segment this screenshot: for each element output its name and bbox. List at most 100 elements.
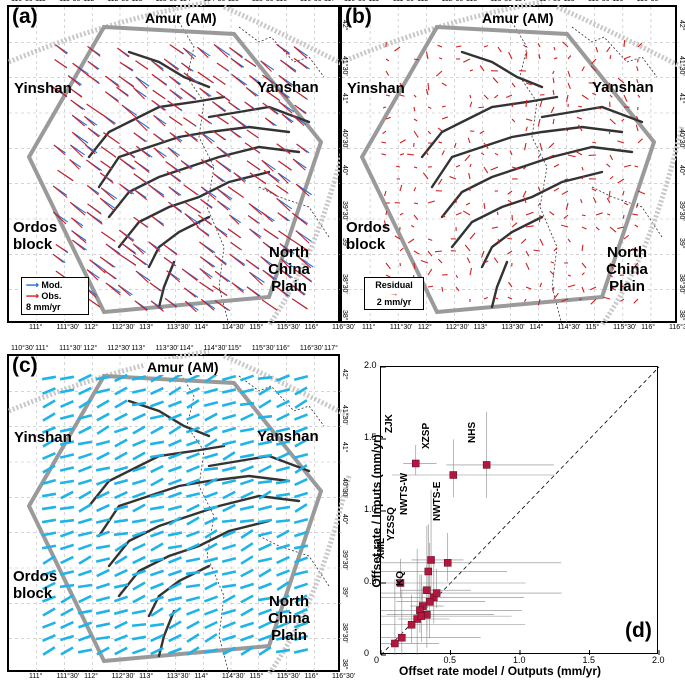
- residual-vector: [496, 211, 499, 216]
- strain-bar: [239, 634, 255, 642]
- residual-vector: [617, 77, 625, 84]
- map-tick-label: 114°: [194, 673, 209, 680]
- residual-vector: [595, 46, 599, 53]
- map-tick-label: 113°30': [501, 324, 525, 331]
- fault-trace: [97, 474, 291, 538]
- data-point: [443, 559, 452, 567]
- strain-bar: [149, 505, 165, 511]
- residual-vector: [492, 77, 499, 84]
- observed-vector: [55, 244, 69, 253]
- strain-bar: [131, 518, 147, 524]
- residual-vector: [413, 250, 420, 255]
- residual-vector: [564, 128, 569, 132]
- map-tick-label: 115°30': [613, 324, 637, 331]
- region-ncp: North China Plain: [268, 244, 310, 295]
- map-tick-label: 113°: [473, 324, 488, 331]
- strain-bar: [239, 427, 255, 433]
- map-tick-label: 115°30': [588, 0, 611, 3]
- strain-bar: [113, 478, 129, 486]
- map-tick-label: 115°30': [276, 673, 300, 680]
- residual-vector: [468, 172, 471, 180]
- observed-vector: [183, 184, 198, 195]
- map-tick-label: 40°30': [678, 128, 685, 149]
- residual-vector: [494, 296, 499, 300]
- residual-vector: [617, 140, 625, 144]
- strain-bar: [204, 438, 218, 448]
- residual-vector: [595, 226, 600, 231]
- strain-bar: [257, 634, 273, 642]
- panel-b-map: (b) Amur (AM) Yinshan Yanshan Ordos bloc…: [340, 0, 685, 327]
- map-tick-label: 114°30': [221, 673, 245, 680]
- strain-bar: [257, 504, 273, 512]
- strain-bar: [294, 464, 308, 474]
- observed-vector: [215, 115, 229, 125]
- residual-vector: [453, 142, 457, 148]
- strain-bar: [168, 425, 182, 435]
- residual-vector: [427, 130, 432, 135]
- observed-vector: [180, 87, 197, 101]
- data-point: [417, 612, 426, 620]
- observed-vector: [264, 187, 278, 197]
- observed-vector: [119, 146, 136, 159]
- observed-vector: [119, 61, 134, 71]
- observed-vector: [132, 254, 147, 266]
- residual-vector: [617, 178, 625, 184]
- observed-vector: [164, 298, 177, 308]
- fault-trace: [480, 215, 544, 269]
- strain-bar: [41, 375, 57, 381]
- observed-vector: [163, 58, 179, 71]
- strain-bar: [96, 490, 110, 500]
- observed-vector: [231, 115, 246, 128]
- residual-vector: [455, 286, 460, 292]
- strain-bar: [150, 646, 164, 656]
- strain-bar: [293, 491, 309, 499]
- strain-bar: [114, 620, 128, 630]
- strain-bar: [41, 569, 57, 577]
- fault-trace: [117, 170, 271, 249]
- observed-vector: [134, 300, 148, 312]
- map-tick-label: 114°30': [557, 324, 581, 331]
- residual-vector: [548, 142, 555, 149]
- residual-vector: [561, 224, 569, 228]
- observed-vector: [249, 172, 267, 185]
- strain-bar: [95, 466, 111, 472]
- strain-bar: [258, 582, 272, 590]
- residual-vector: [623, 40, 626, 48]
- observed-vector: [292, 239, 309, 252]
- strain-bar: [275, 479, 291, 485]
- strain-bar: [240, 646, 254, 656]
- strain-bar: [78, 399, 92, 409]
- observed-vector: [153, 133, 164, 142]
- observed-vector: [121, 104, 137, 118]
- observed-vector: [100, 146, 117, 158]
- residual-vector: [413, 202, 418, 205]
- map-tick-label: 110°30': [11, 0, 34, 3]
- observed-vector: [57, 169, 74, 182]
- strain-bar: [77, 440, 93, 446]
- strain-bar: [96, 646, 110, 656]
- strain-bar: [168, 438, 182, 448]
- strain-bar: [149, 622, 165, 628]
- residual-vector: [633, 298, 639, 304]
- strain-bar: [114, 646, 128, 656]
- residual-vector: [581, 226, 587, 230]
- residual-vector: [508, 51, 513, 60]
- observed-vector: [246, 129, 259, 139]
- residual-vector: [420, 260, 429, 264]
- strain-bar: [275, 609, 291, 615]
- residual-vector: [592, 92, 597, 96]
- strain-bar: [150, 425, 164, 435]
- map-tick-label: 114°: [194, 324, 209, 331]
- residual-vector: [483, 297, 489, 300]
- observed-vector: [199, 241, 214, 254]
- residual-vector: [511, 102, 515, 108]
- residual-vector: [483, 202, 486, 209]
- plate-boundary: [341, 0, 685, 327]
- observed-vector: [167, 100, 183, 111]
- strain-bar: [203, 491, 219, 499]
- observed-vector: [200, 198, 213, 209]
- province-border: [511, 21, 563, 326]
- residual-vector: [552, 286, 555, 292]
- map-tick-label: 115°: [249, 324, 264, 331]
- legend-residual-arrow: →: [389, 288, 399, 298]
